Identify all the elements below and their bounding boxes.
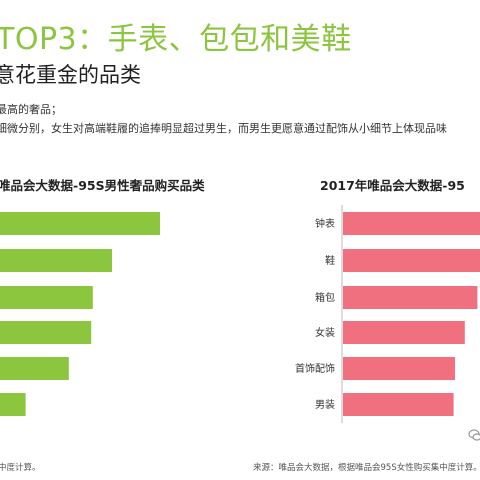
right-bar-5 (343, 393, 454, 416)
left-source-note: 中度计算。 (0, 463, 41, 473)
page-subheadline: 意花重金的品类 (0, 63, 141, 87)
page-headline: TOP3：手表、包包和美鞋 (0, 22, 352, 57)
right-category-label-4: 首饰配饰 (295, 362, 335, 375)
left-chart-title: 唯品会大数据-95S男性奢品购买品类 (0, 178, 205, 193)
left-bar-4 (0, 357, 69, 380)
left-bar-1 (0, 249, 112, 272)
right-bar-2 (343, 286, 478, 309)
right-category-label-0: 钟表 (315, 217, 335, 230)
left-bar-3 (0, 321, 92, 344)
wechat-icon (468, 429, 480, 441)
right-bar-1 (343, 249, 480, 272)
note-line-2: 细微分别，女生对高端鞋履的追捧明显超过男生，而男生更愿意通过配饰从小细节上体现品… (0, 122, 447, 135)
right-category-label-2: 箱包 (315, 291, 335, 304)
right-bar-3 (343, 321, 465, 344)
note-line-1: 最高的奢品； (0, 103, 62, 116)
right-chart-title: 2017年唯品会大数据-95 (320, 178, 465, 193)
left-bar-5 (0, 393, 26, 416)
right-category-label-1: 鞋 (325, 254, 335, 267)
left-bar-2 (0, 286, 93, 309)
right-bar-4 (343, 357, 455, 380)
right-category-label-3: 女装 (315, 326, 335, 339)
right-bar-0 (343, 212, 480, 235)
right-source-note: 来源：唯品会大数据，根据唯品会95S女性购买集中度计算。 (253, 463, 480, 473)
right-category-label-5: 男装 (315, 398, 335, 411)
left-bar-0 (0, 212, 160, 235)
